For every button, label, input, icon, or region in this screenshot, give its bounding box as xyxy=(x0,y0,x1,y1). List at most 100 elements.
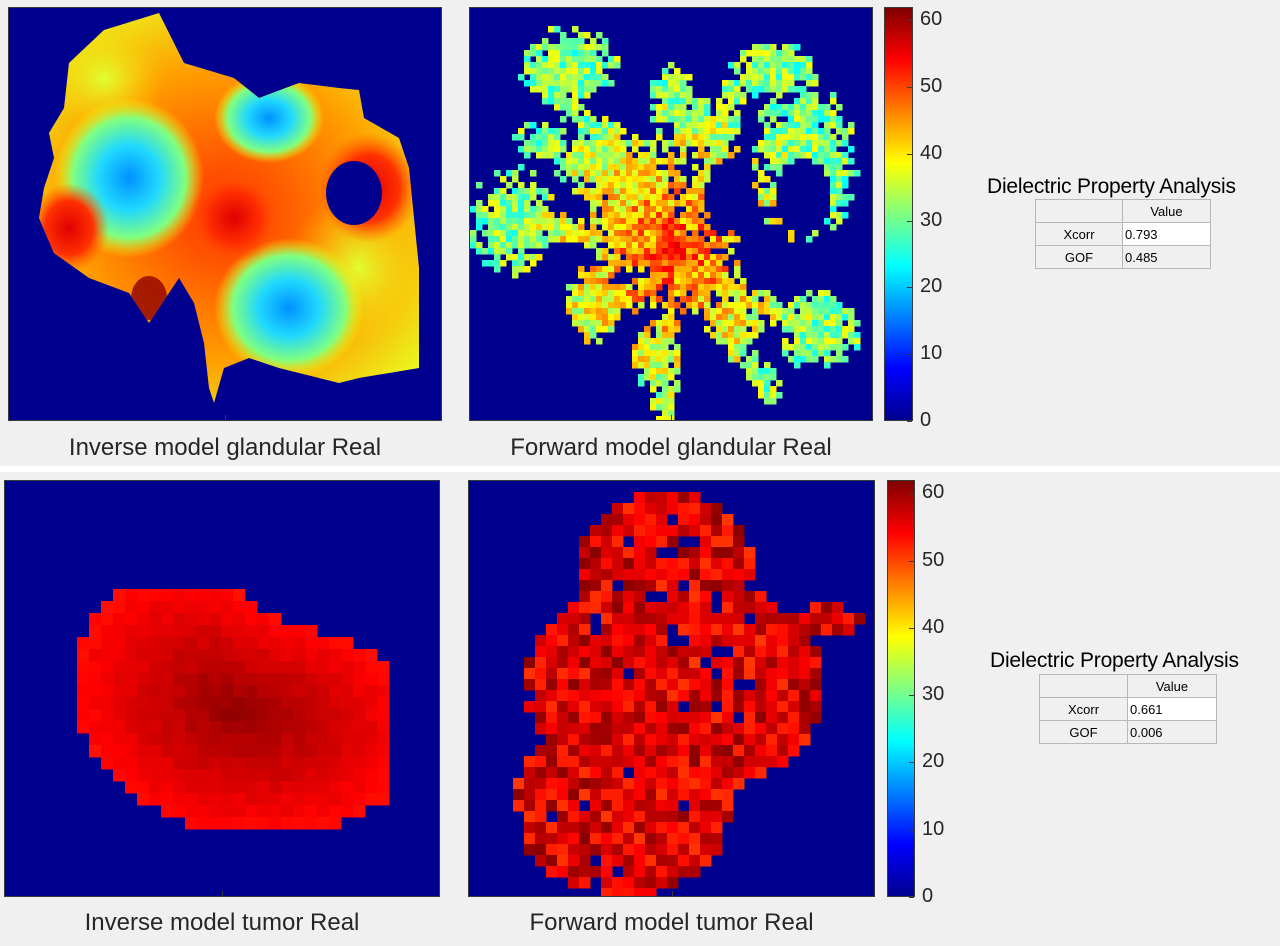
heatmap-cell xyxy=(824,146,831,153)
heatmap-cell xyxy=(602,302,609,309)
heatmap-cell xyxy=(329,709,342,722)
heatmap-cell xyxy=(704,242,711,249)
heatmap-cell xyxy=(579,877,591,889)
heatmap-cell xyxy=(572,116,579,123)
heatmap-cell xyxy=(788,734,800,746)
heatmap-cell xyxy=(758,140,765,147)
heatmap-cell xyxy=(656,110,663,117)
heatmap-cell xyxy=(293,709,306,722)
heatmap-cell xyxy=(173,613,186,626)
heatmap-cell xyxy=(689,624,701,636)
heatmap-cell xyxy=(476,224,483,231)
heatmap-cell xyxy=(293,733,306,746)
heatmap-cell xyxy=(645,723,657,735)
heatmap-cell xyxy=(638,200,645,207)
heatmap-cell xyxy=(137,685,150,698)
heatmap-cell xyxy=(634,646,646,658)
heatmap-cell xyxy=(530,206,537,213)
heatmap-cell xyxy=(578,56,585,63)
heatmap-cell xyxy=(632,224,639,231)
heatmap-cell xyxy=(245,601,258,614)
heatmap-cell xyxy=(692,290,699,297)
heatmap-cell xyxy=(722,86,729,93)
heatmap-cell xyxy=(650,170,657,177)
heatmap-cell xyxy=(777,701,789,713)
heatmap-cell xyxy=(620,260,627,267)
heatmap-cell xyxy=(560,218,567,225)
heatmap-cell xyxy=(830,344,837,351)
heatmap-cell xyxy=(512,176,519,183)
heatmap-cell xyxy=(560,62,567,69)
heatmap-cell xyxy=(812,104,819,111)
heatmap-cell xyxy=(758,80,765,87)
heatmap-cell xyxy=(221,649,234,662)
heatmap-cell xyxy=(824,296,831,303)
heatmap-cell xyxy=(755,602,767,614)
heatmap-cell xyxy=(209,721,222,734)
heatmap-cell xyxy=(542,194,549,201)
heatmap-cell xyxy=(557,822,569,834)
heatmap-cell xyxy=(698,260,705,267)
colorbar-tick-label: 0 xyxy=(922,885,934,907)
heatmap-cell xyxy=(524,230,531,237)
heatmap-cell xyxy=(620,200,627,207)
heatmap-cell xyxy=(632,362,639,369)
heatmap-cell xyxy=(674,362,681,369)
heatmap-cell xyxy=(233,697,246,710)
heatmap-cell xyxy=(662,416,669,420)
xcorr-value-cell[interactable]: 0.661 xyxy=(1127,697,1217,721)
heatmap-cell xyxy=(710,122,717,129)
heatmap-cell xyxy=(806,350,813,357)
heatmap-cell xyxy=(777,635,789,647)
heatmap-cell xyxy=(125,601,138,614)
heatmap-cell xyxy=(770,200,777,207)
heatmap-cell xyxy=(830,140,837,147)
heatmap-cell xyxy=(137,637,150,650)
heatmap-cell xyxy=(305,781,318,794)
gof-value-cell[interactable]: 0.485 xyxy=(1122,245,1211,269)
heatmap-cell xyxy=(674,284,681,291)
heatmap-cell xyxy=(601,833,613,845)
heatmap-cell xyxy=(794,146,801,153)
heatmap-cell xyxy=(524,822,536,834)
heatmap-cell xyxy=(554,74,561,81)
gof-value-cell[interactable]: 0.006 xyxy=(1127,720,1217,744)
heatmap-cell xyxy=(560,38,567,45)
heatmap-cell xyxy=(662,242,669,249)
heatmap-cell xyxy=(209,613,222,626)
heatmap-cell xyxy=(733,668,745,680)
heatmap-cell xyxy=(836,326,843,333)
heatmap-cell xyxy=(608,188,615,195)
heatmap-cell xyxy=(554,134,561,141)
heatmap-cell xyxy=(645,701,657,713)
heatmap-cell xyxy=(733,778,745,790)
heatmap-cell xyxy=(601,569,613,581)
heatmap-cell xyxy=(788,745,800,757)
heatmap-cell xyxy=(716,332,723,339)
heatmap-cell xyxy=(566,86,573,93)
heatmap-cell xyxy=(830,182,837,189)
heatmap-cell xyxy=(596,248,603,255)
heatmap-cell xyxy=(794,98,801,105)
heatmap-cell xyxy=(173,697,186,710)
heatmap-cell xyxy=(716,320,723,327)
heatmap-cell xyxy=(668,98,675,105)
heatmap-cell xyxy=(711,811,723,823)
heatmap-cell xyxy=(740,332,747,339)
xcorr-value-cell[interactable]: 0.793 xyxy=(1122,222,1211,246)
heatmap-cell xyxy=(620,296,627,303)
heatmap-cell xyxy=(806,308,813,315)
heatmap-cell xyxy=(623,734,635,746)
heatmap-cell xyxy=(596,140,603,147)
heatmap-cell xyxy=(764,146,771,153)
heatmap-cell xyxy=(566,44,573,51)
heatmap-cell xyxy=(596,254,603,261)
heatmap-cell xyxy=(101,613,114,626)
heatmap-cell xyxy=(674,122,681,129)
heatmap-cell xyxy=(645,569,657,581)
heatmap-cell xyxy=(341,781,354,794)
heatmap-cell xyxy=(584,308,591,315)
heatmap-cell xyxy=(764,62,771,69)
heatmap-cell xyxy=(824,350,831,357)
heatmap-cell xyxy=(700,668,712,680)
